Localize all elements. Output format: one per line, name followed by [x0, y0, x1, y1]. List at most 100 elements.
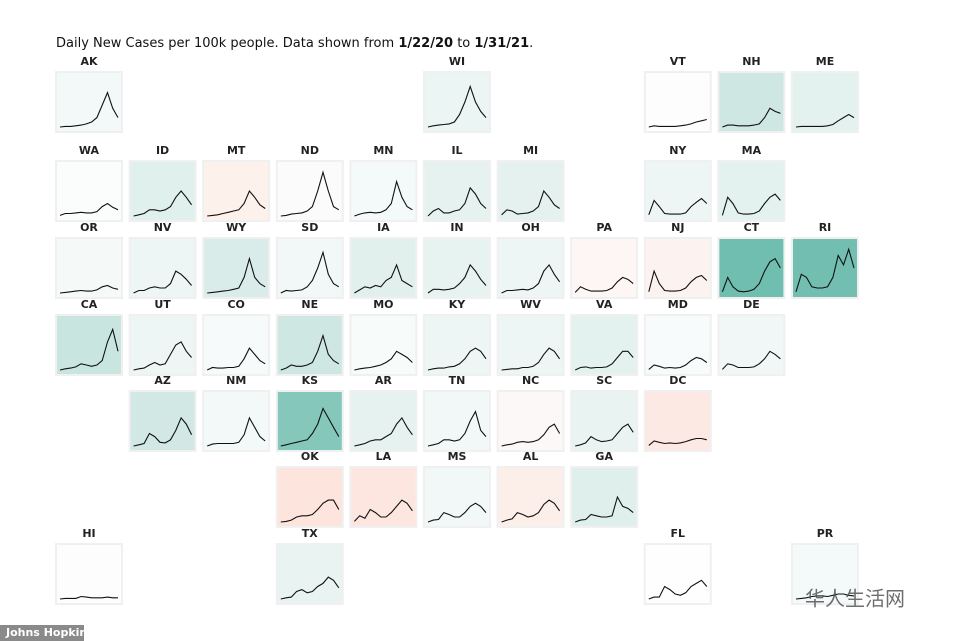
- tile-label: UT: [154, 298, 171, 311]
- sparkline: [207, 416, 266, 447]
- tile: [423, 237, 491, 299]
- tile: [275, 466, 344, 528]
- tile-label: AK: [80, 55, 98, 68]
- sparkline: [574, 350, 634, 371]
- sparkline: [59, 91, 119, 128]
- tile-label: DC: [669, 374, 686, 387]
- sparkline: [207, 189, 266, 217]
- sparkline: [722, 350, 781, 370]
- credit-box: [0, 625, 84, 641]
- sparkline: [721, 257, 781, 293]
- sparkline: [207, 256, 266, 294]
- tile: [128, 237, 197, 299]
- tile-label: VA: [596, 298, 613, 311]
- tile-label: NY: [669, 144, 687, 157]
- tile: [423, 390, 491, 452]
- tile: [128, 160, 197, 222]
- tile-label: HI: [82, 527, 95, 540]
- tile-label: IA: [377, 221, 390, 234]
- tile-label: WA: [79, 144, 100, 157]
- sparkline: [427, 502, 487, 523]
- tile-label: ND: [301, 144, 319, 157]
- tile: [275, 237, 344, 299]
- chart-title: Daily New Cases per 100k people. Data sh…: [56, 36, 533, 51]
- tile: [643, 314, 712, 376]
- sparkline: [354, 416, 413, 447]
- tile-label: PR: [817, 527, 834, 540]
- tile-label: TX: [302, 527, 319, 540]
- tile-label: MI: [523, 144, 538, 157]
- title-intro: Daily New Cases per 100k people. Data sh…: [56, 36, 394, 51]
- tile-label: WY: [226, 221, 247, 234]
- credit: Johns Hopkins: [5, 626, 94, 639]
- tile-label: MD: [668, 298, 688, 311]
- tile: [202, 160, 271, 222]
- sparkline: [648, 269, 708, 292]
- sparkline: [206, 347, 266, 371]
- sparkline: [280, 170, 340, 217]
- tile: [496, 314, 565, 376]
- tile-label: VT: [670, 55, 687, 68]
- sparkline: [648, 197, 708, 215]
- tile-label: RI: [819, 221, 832, 234]
- sparkline: [427, 347, 487, 371]
- tile-label: AL: [523, 450, 539, 463]
- tile: [496, 237, 565, 299]
- tile-label: OK: [301, 450, 319, 463]
- sparkline: [59, 595, 118, 600]
- sparkline: [722, 107, 781, 128]
- sparkline: [427, 263, 487, 294]
- sparkline: [427, 186, 487, 217]
- sparkline: [427, 84, 487, 128]
- tile-label: ID: [156, 144, 169, 157]
- tile: [128, 390, 197, 452]
- tile-label: SC: [596, 374, 612, 387]
- sparkline: [501, 347, 561, 371]
- tile-label: WV: [520, 298, 541, 311]
- tile: [570, 466, 639, 528]
- tile-label: NJ: [671, 221, 684, 234]
- tile: [55, 314, 123, 376]
- tile-label: OR: [80, 221, 98, 234]
- title-joiner: to: [457, 36, 470, 51]
- sparkline: [59, 327, 119, 371]
- tile-label: CO: [227, 298, 244, 311]
- tile: [791, 543, 859, 605]
- tile: [55, 237, 123, 299]
- tile-label: MN: [373, 144, 393, 157]
- sparkline: [795, 113, 855, 128]
- tile: [717, 71, 786, 133]
- sparkline: [354, 179, 413, 217]
- tile-label: NH: [742, 55, 760, 68]
- tile: [423, 71, 491, 133]
- tile: [643, 237, 712, 299]
- sparkline: [648, 118, 707, 128]
- tile: [570, 390, 639, 452]
- tile: [570, 237, 639, 299]
- sparkline: [59, 284, 119, 294]
- tile-label: GA: [595, 450, 613, 463]
- sparkline: [795, 593, 855, 600]
- tile: [349, 314, 418, 376]
- sparkline: [280, 250, 340, 294]
- sparkline: [721, 193, 781, 216]
- sparkline: [501, 499, 561, 523]
- tile-label: SD: [301, 221, 318, 234]
- tile: [423, 314, 491, 376]
- tile: [55, 543, 123, 605]
- tile: [202, 314, 271, 376]
- tile-label: CT: [744, 221, 760, 234]
- tile: [202, 237, 271, 299]
- tile: [717, 314, 786, 376]
- tile: [570, 314, 639, 376]
- sparkline: [133, 341, 193, 371]
- sparkline: [280, 499, 340, 523]
- tile: [643, 390, 712, 452]
- sparkline: [354, 263, 413, 294]
- tile: [496, 160, 565, 222]
- sparkline: [795, 247, 855, 292]
- tile: [275, 314, 344, 376]
- tile-label: OH: [521, 221, 540, 234]
- tile: [275, 390, 344, 452]
